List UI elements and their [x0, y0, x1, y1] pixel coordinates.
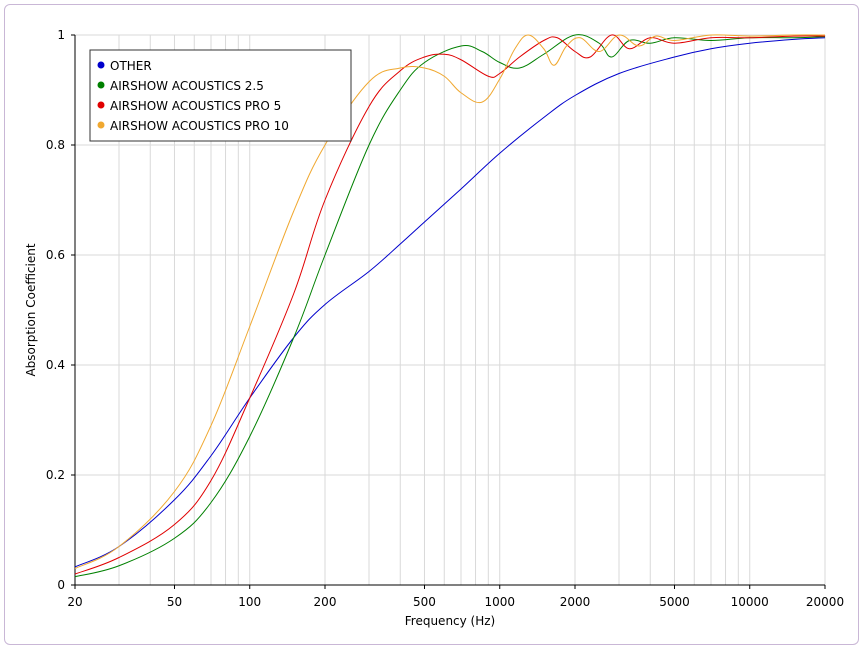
y-tick-label: 0.6: [46, 248, 65, 262]
series-line-0: [74, 37, 826, 568]
x-axis-title: Frequency (Hz): [405, 614, 496, 628]
legend-marker: [97, 61, 105, 69]
x-tick-label: 1000: [484, 595, 515, 609]
legend-entry: AIRSHOW ACOUSTICS PRO 10: [110, 119, 289, 133]
x-tick-label: 500: [413, 595, 436, 609]
legend-marker: [97, 121, 105, 129]
x-tick-label: 20: [67, 595, 82, 609]
y-tick-label: 0.4: [46, 358, 65, 372]
x-tick-label: 100: [238, 595, 261, 609]
legend-entry: OTHER: [110, 59, 152, 73]
series-lines: [74, 34, 826, 578]
series-line-3: [74, 34, 826, 569]
x-tick-label: 50: [167, 595, 182, 609]
y-tick-label: 0.8: [46, 138, 65, 152]
y-tick-label: 1: [57, 28, 65, 42]
x-tick-label: 20000: [806, 595, 844, 609]
x-tick-label: 5000: [659, 595, 690, 609]
legend-marker: [97, 101, 105, 109]
series-line-1: [74, 34, 826, 578]
x-tick-label: 2000: [560, 595, 591, 609]
legend: OTHER AIRSHOW ACOUSTICS 2.5 AIRSHOW ACOUST…: [89, 49, 352, 142]
legend-box: [89, 49, 352, 142]
axes: 20 50 100 200 500 1000 2000 5000 10000 20000 0 0.2 0…: [46, 28, 844, 609]
legend-entry: AIRSHOW ACOUSTICS PRO 5: [110, 99, 281, 113]
series-line-2: [74, 34, 826, 575]
x-tick-label: 200: [314, 595, 337, 609]
legend-entry: AIRSHOW ACOUSTICS 2.5: [110, 79, 264, 93]
legend-marker: [97, 81, 105, 89]
y-tick-label: 0.2: [46, 468, 65, 482]
y-tick-label: 0: [57, 578, 65, 592]
y-axis-title: Absorption Coefficient: [24, 243, 38, 376]
x-tick-label: 10000: [731, 595, 769, 609]
